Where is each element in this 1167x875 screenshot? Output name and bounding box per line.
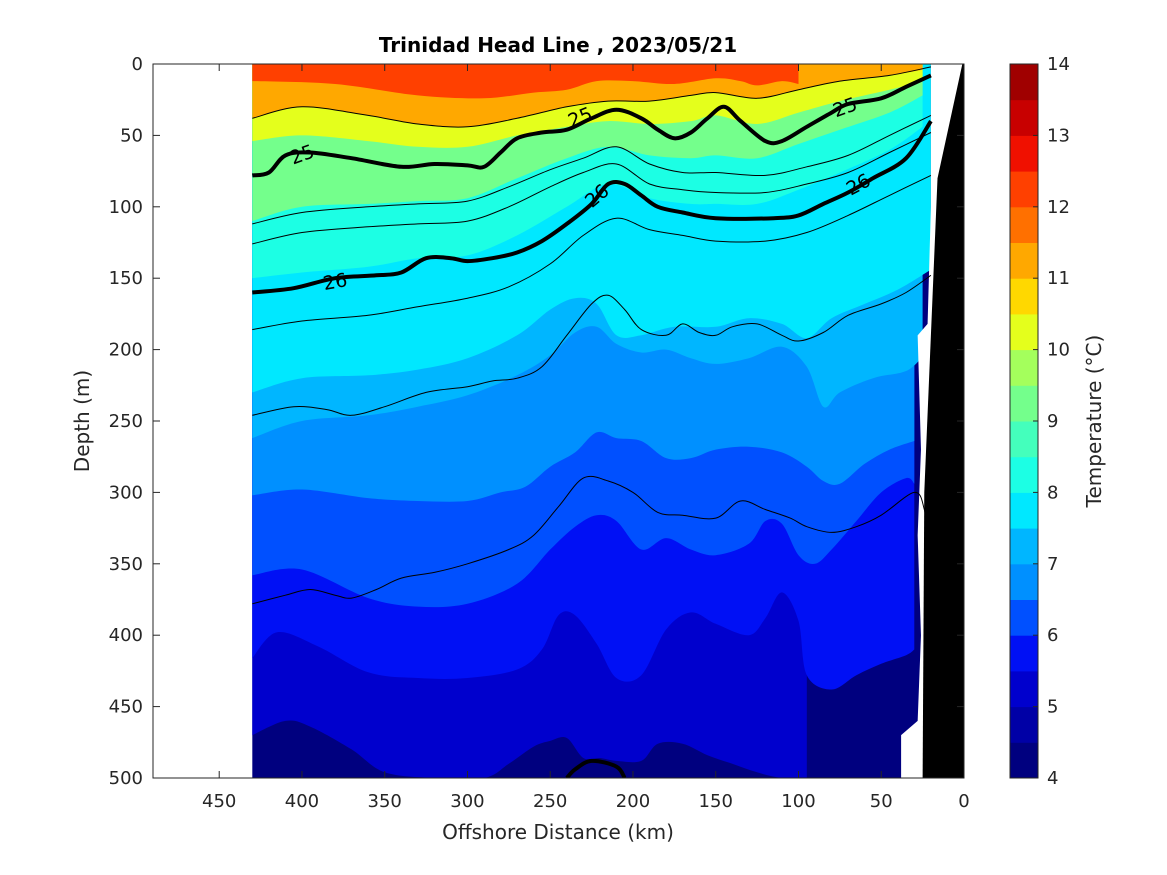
x-tick-label: 250 — [533, 791, 567, 812]
colorbar-tick-label: 9 — [1047, 411, 1058, 432]
contour-label-text: 26 — [321, 269, 349, 295]
chart-title: Trinidad Head Line , 2023/05/21 — [379, 33, 737, 57]
colorbar-swatch — [1010, 135, 1038, 172]
x-axis-title: Offshore Distance (km) — [442, 820, 674, 844]
colorbar-tick-label: 4 — [1047, 768, 1058, 789]
colorbar-tick-label: 6 — [1047, 625, 1058, 646]
density-contour — [252, 475, 929, 605]
colorbar-swatch — [1010, 349, 1038, 386]
x-tick-label: 450 — [202, 791, 236, 812]
x-tick-label: 350 — [368, 791, 402, 812]
colorbar-swatch — [1010, 99, 1038, 136]
seafloor-bathymetry — [922, 64, 964, 778]
temperature-band — [252, 64, 799, 99]
colorbar-swatch — [1010, 706, 1038, 743]
colorbar-swatch — [1010, 421, 1038, 458]
y-axis: 0 50 100 150 200 250 300 350 400 450 500 — [109, 54, 964, 789]
colorbar-swatch — [1010, 206, 1038, 243]
colorbar-swatch — [1010, 492, 1038, 529]
colorbar-swatch — [1010, 742, 1038, 779]
density-contour — [252, 132, 932, 245]
colorbar-tick-label: 8 — [1047, 482, 1058, 503]
colorbar: 4 5 6 7 8 9 10 11 12 13 14 — [1009, 54, 1070, 789]
y-tick-label: 500 — [109, 768, 143, 789]
density-contours — [251, 66, 933, 778]
colorbar-tick-label: 13 — [1047, 125, 1070, 146]
x-tick-label: 50 — [870, 791, 893, 812]
y-tick-label: 400 — [109, 625, 143, 646]
x-axis: 450 400 350 300 250 200 150 100 50 0 — [202, 64, 970, 812]
y-tick-label: 150 — [109, 268, 143, 289]
colorbar-swatch — [1010, 670, 1038, 708]
y-tick-label: 200 — [109, 340, 143, 361]
x-tick-label: 0 — [958, 791, 969, 812]
x-tick-label: 200 — [616, 791, 650, 812]
colorbar-swatch — [1010, 385, 1038, 422]
colorbar-tick-label: 11 — [1047, 268, 1070, 289]
y-tick-label: 50 — [120, 125, 143, 146]
plot-area — [153, 64, 964, 778]
temperature-bands — [252, 64, 964, 778]
y-tick-label: 250 — [109, 411, 143, 432]
y-tick-label: 0 — [132, 54, 143, 75]
density-contour-26 — [252, 119, 933, 295]
colorbar-tick-label: 5 — [1047, 697, 1058, 718]
colorbar-swatch — [1010, 64, 1038, 101]
density-contour-25 — [251, 73, 932, 178]
colorbar-swatch — [1010, 599, 1038, 636]
y-tick-label: 450 — [109, 697, 143, 718]
x-tick-label: 300 — [450, 791, 484, 812]
colorbar-title: Temperature (°C) — [1082, 335, 1106, 509]
colorbar-tick-label: 14 — [1047, 54, 1070, 75]
density-contour — [252, 274, 932, 416]
colorbar-swatch — [1010, 171, 1038, 208]
colorbar-swatch — [1010, 528, 1038, 565]
density-contour — [565, 758, 627, 778]
y-axis-title: Depth (m) — [70, 370, 94, 472]
density-contour — [252, 114, 932, 225]
y-tick-label: 100 — [109, 197, 143, 218]
density-contour — [252, 66, 931, 128]
contour-label: 26 — [321, 269, 349, 295]
colorbar-swatch — [1010, 563, 1038, 600]
colorbar-swatch — [1010, 456, 1038, 493]
colorbar-swatch — [1010, 635, 1038, 672]
colorbar-swatch — [1010, 278, 1038, 315]
x-tick-label: 400 — [285, 791, 319, 812]
colorbar-tick-label: 12 — [1047, 197, 1070, 218]
colorbar-tick-label: 7 — [1047, 554, 1058, 575]
y-tick-label: 300 — [109, 482, 143, 503]
density-contour — [252, 174, 932, 331]
colorbar-tick-label: 10 — [1047, 340, 1070, 361]
seafloor-mask — [901, 64, 964, 778]
x-tick-label: 150 — [699, 791, 733, 812]
x-tick-label: 100 — [781, 791, 815, 812]
colorbar-swatch — [1010, 242, 1038, 279]
colorbar-swatch — [1010, 313, 1038, 351]
y-tick-label: 350 — [109, 554, 143, 575]
